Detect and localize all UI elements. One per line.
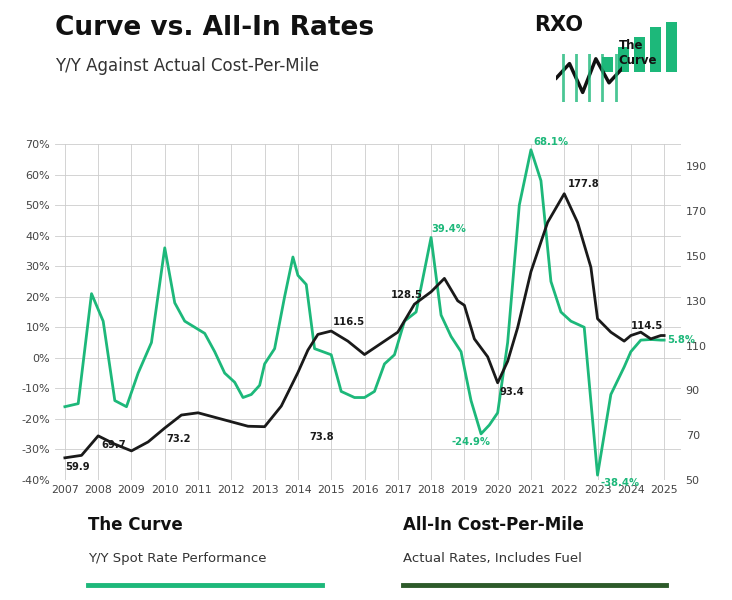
Text: The Curve: The Curve [88,516,182,534]
Text: 116.5: 116.5 [333,317,365,326]
Text: 5.8%: 5.8% [667,335,695,345]
Text: All-In Cost-Per-Mile: All-In Cost-Per-Mile [403,516,583,534]
Text: RXO: RXO [534,15,583,35]
Text: 128.5: 128.5 [391,290,423,299]
Bar [602,57,613,72]
Text: Actual Rates, Includes Fuel: Actual Rates, Includes Fuel [403,552,581,565]
Text: 39.4%: 39.4% [431,224,466,235]
Text: 69.7: 69.7 [102,440,126,451]
Text: -38.4%: -38.4% [600,478,639,488]
Text: 73.8: 73.8 [310,432,335,442]
Bar [618,47,630,72]
Text: Curve vs. All-In Rates: Curve vs. All-In Rates [55,15,374,41]
Text: The
Curve: The Curve [619,39,657,67]
Bar [666,22,677,72]
Text: 59.9: 59.9 [65,463,89,472]
Text: -24.9%: -24.9% [452,437,490,447]
Bar [634,37,646,72]
Text: Y/Y Spot Rate Performance: Y/Y Spot Rate Performance [88,552,266,565]
Text: 73.2: 73.2 [166,434,191,443]
Text: 114.5: 114.5 [631,321,663,331]
Text: 68.1%: 68.1% [534,137,569,147]
Text: Y/Y Against Actual Cost-Per-Mile: Y/Y Against Actual Cost-Per-Mile [55,57,319,75]
Text: 177.8: 177.8 [567,179,600,189]
Text: 93.4: 93.4 [499,387,524,397]
Bar [650,27,662,72]
